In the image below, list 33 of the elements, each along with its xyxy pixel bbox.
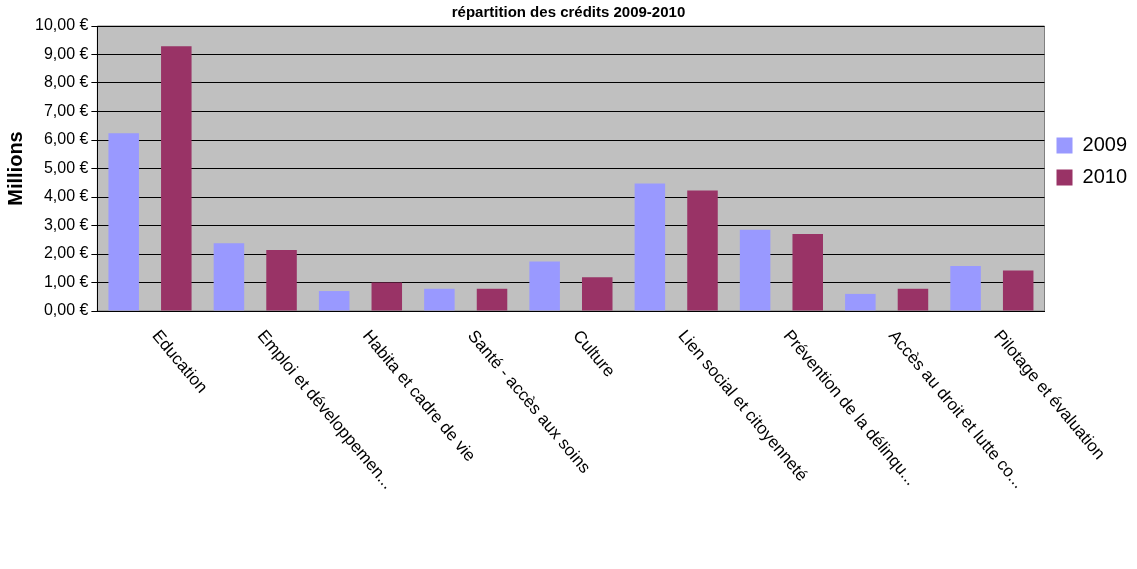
y-tick-label: 10,00 € xyxy=(34,16,89,34)
bar xyxy=(529,261,560,311)
bar xyxy=(687,190,718,311)
bar xyxy=(213,243,245,311)
bar xyxy=(845,293,876,311)
legend-label: 2010 xyxy=(1082,165,1128,188)
y-tick-label: 6,00 € xyxy=(43,130,89,148)
y-tick-label: 5,00 € xyxy=(43,158,89,176)
bar xyxy=(582,277,613,311)
y-tick-label: 3,00 € xyxy=(43,215,89,233)
y-tick-label: 9,00 € xyxy=(43,44,89,62)
bar xyxy=(161,46,192,311)
y-tick-label: 8,00 € xyxy=(43,73,89,91)
bar xyxy=(108,133,139,311)
y-tick-label: 1,00 € xyxy=(43,272,89,290)
bar xyxy=(318,291,350,311)
bar xyxy=(1002,270,1034,311)
y-tick-label: 4,00 € xyxy=(43,187,89,205)
bar xyxy=(950,265,981,311)
chart-title: répartition des crédits 2009-2010 xyxy=(451,3,686,21)
legend-label: 2009 xyxy=(1082,133,1128,156)
y-tick-label: 0,00 € xyxy=(43,301,89,319)
bar xyxy=(424,288,455,311)
bar xyxy=(739,229,771,311)
bar xyxy=(266,250,297,311)
bar xyxy=(371,282,403,311)
y-tick-label: 2,00 € xyxy=(43,244,89,262)
bar xyxy=(792,234,823,311)
bar xyxy=(634,183,666,311)
y-axis-title: Millions xyxy=(3,131,26,206)
y-tick-label: 7,00 € xyxy=(43,101,89,119)
bar xyxy=(476,288,508,311)
bar xyxy=(897,288,929,311)
